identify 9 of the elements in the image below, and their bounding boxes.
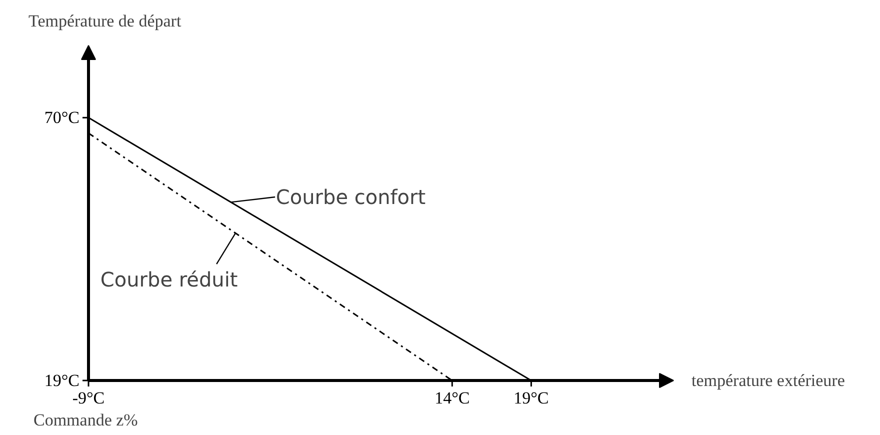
- annotation: Courbe confort: [276, 185, 426, 210]
- annotation: Courbe réduit: [100, 267, 238, 292]
- x-tick-label: -9°C: [72, 388, 105, 408]
- x-tick-label: 14°C: [434, 388, 470, 408]
- x-axis-title: température extérieure: [692, 371, 845, 390]
- y-axis-title: Température de départ: [28, 12, 182, 30]
- x-tick-label: 19°C: [514, 388, 549, 408]
- text: Commande z%: [34, 410, 138, 430]
- y-tick-label: 70°C: [44, 108, 80, 128]
